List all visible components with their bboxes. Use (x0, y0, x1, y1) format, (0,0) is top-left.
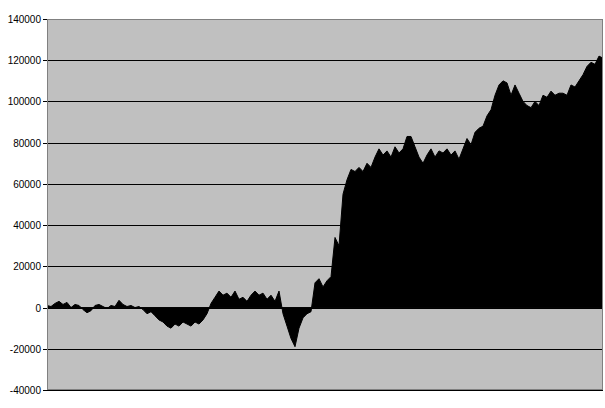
y-tick-label: 100000 (8, 96, 42, 107)
plot-area (47, 19, 603, 390)
chart: -40000 -20000 0 20000 40000 60000 80000 100000 1… (0, 0, 605, 408)
y-tick-label: 80000 (13, 138, 41, 149)
tick-mark (43, 101, 47, 102)
y-tick-label: 60000 (13, 179, 41, 190)
grid-line (47, 60, 603, 61)
grid-line (47, 349, 603, 350)
y-tick-label: 140000 (8, 14, 42, 25)
tick-mark (43, 60, 47, 61)
tick-mark (43, 308, 47, 309)
area (47, 56, 603, 347)
grid-line (47, 308, 603, 309)
x-axis (47, 308, 603, 309)
tick-mark (43, 266, 47, 267)
grid-line (47, 390, 603, 391)
tick-mark (43, 225, 47, 226)
y-tick-label: -40000 (10, 385, 42, 396)
series-group (47, 56, 603, 347)
tick-mark (43, 143, 47, 144)
tick-mark (43, 184, 47, 185)
y-tick-label: 120000 (8, 55, 42, 66)
y-tick-label: 0 (35, 303, 41, 314)
tick-mark (43, 390, 47, 391)
y-tick-label: 20000 (13, 261, 41, 272)
tick-mark (43, 349, 47, 350)
tick-mark (43, 19, 47, 20)
y-tick-label: -20000 (10, 344, 42, 355)
y-tick-label: 40000 (13, 220, 41, 231)
plot-frame (48, 20, 603, 390)
